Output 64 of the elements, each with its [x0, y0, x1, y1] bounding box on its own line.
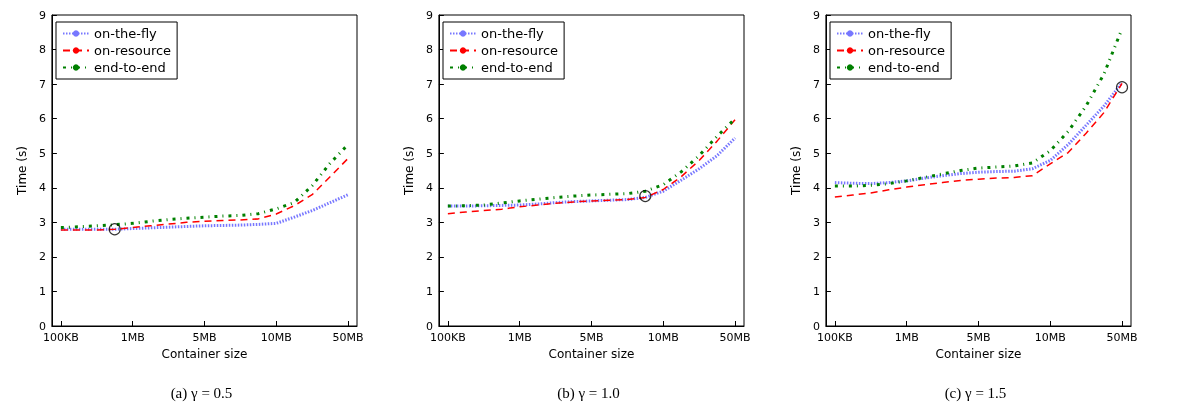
x-tick-label: 5MB: [966, 331, 991, 344]
legend-label: on-resource: [868, 43, 946, 58]
y-tick-label: 4: [38, 181, 46, 195]
y-tick-label: 9: [425, 8, 433, 22]
legend-label: on-the-fly: [868, 26, 932, 41]
y-axis-title: Time (s): [789, 146, 803, 196]
text: (a) γ = 0.5: [170, 384, 233, 402]
x-tick-label: 100KB: [42, 331, 79, 344]
y-tick-label: 6: [38, 112, 46, 126]
x-tick-label: 50MB: [719, 331, 751, 344]
y-tick-label: 7: [425, 77, 433, 91]
y-tick-label: 1: [38, 284, 46, 298]
x-tick-label: 50MB: [332, 331, 364, 344]
x-tick-label: 10MB: [260, 331, 292, 344]
x-tick-label: 10MB: [647, 331, 679, 344]
y-tick-label: 0: [425, 319, 433, 333]
y-tick-label: 4: [425, 181, 433, 195]
y-tick-label: 2: [812, 250, 820, 264]
y-tick-label: 6: [812, 112, 820, 126]
legend-label: on-the-fly: [481, 26, 545, 41]
y-tick-label: 3: [812, 215, 820, 229]
y-tick-label: 3: [425, 215, 433, 229]
x-tick-label: 100KB: [429, 331, 466, 344]
y-tick-label: 5: [38, 146, 46, 160]
y-tick-label: 9: [38, 8, 46, 22]
legend-label: on-the-fly: [94, 26, 158, 41]
legend-label: end-to-end: [481, 60, 553, 75]
y-tick-label: 6: [425, 112, 433, 126]
x-tick-label: 5MB: [192, 331, 217, 344]
y-tick-label: 5: [425, 146, 433, 160]
y-tick-label: 9: [812, 8, 820, 22]
x-axis-title: Container size: [935, 347, 1022, 361]
line-series: [60, 157, 349, 231]
x-tick-label: 1MB: [507, 331, 532, 344]
text: (b) γ = 1.0: [557, 384, 620, 402]
legend-label: end-to-end: [868, 60, 940, 75]
y-tick-label: 4: [812, 181, 820, 195]
y-tick-label: 1: [812, 284, 820, 298]
y-tick-label: 1: [425, 284, 433, 298]
y-tick-label: 3: [38, 215, 46, 229]
x-tick-label: 5MB: [579, 331, 604, 344]
y-axis-title: Time (s): [402, 146, 416, 196]
y-tick-label: 5: [812, 146, 820, 160]
y-tick-label: 8: [812, 43, 820, 57]
x-tick-label: 1MB: [120, 331, 145, 344]
y-tick-label: 0: [812, 319, 820, 333]
x-tick-label: 100KB: [816, 331, 853, 344]
y-tick-label: 0: [38, 319, 46, 333]
y-tick-label: 8: [425, 43, 433, 57]
legend-label: end-to-end: [94, 60, 166, 75]
y-tick-label: 7: [38, 77, 46, 91]
y-tick-label: 2: [38, 250, 46, 264]
x-axis-title: Container size: [548, 347, 635, 361]
y-axis-title: Time (s): [15, 146, 29, 196]
x-tick-label: 1MB: [894, 331, 919, 344]
x-axis-title: Container size: [161, 347, 248, 361]
legend-label: on-resource: [94, 43, 172, 58]
y-tick-label: 7: [812, 77, 820, 91]
text: (c) γ = 1.5: [944, 384, 1007, 402]
x-tick-label: 10MB: [1034, 331, 1066, 344]
y-tick-label: 2: [425, 250, 433, 264]
x-tick-label: 50MB: [1106, 331, 1138, 344]
y-tick-label: 8: [38, 43, 46, 57]
legend-label: on-resource: [481, 43, 559, 58]
